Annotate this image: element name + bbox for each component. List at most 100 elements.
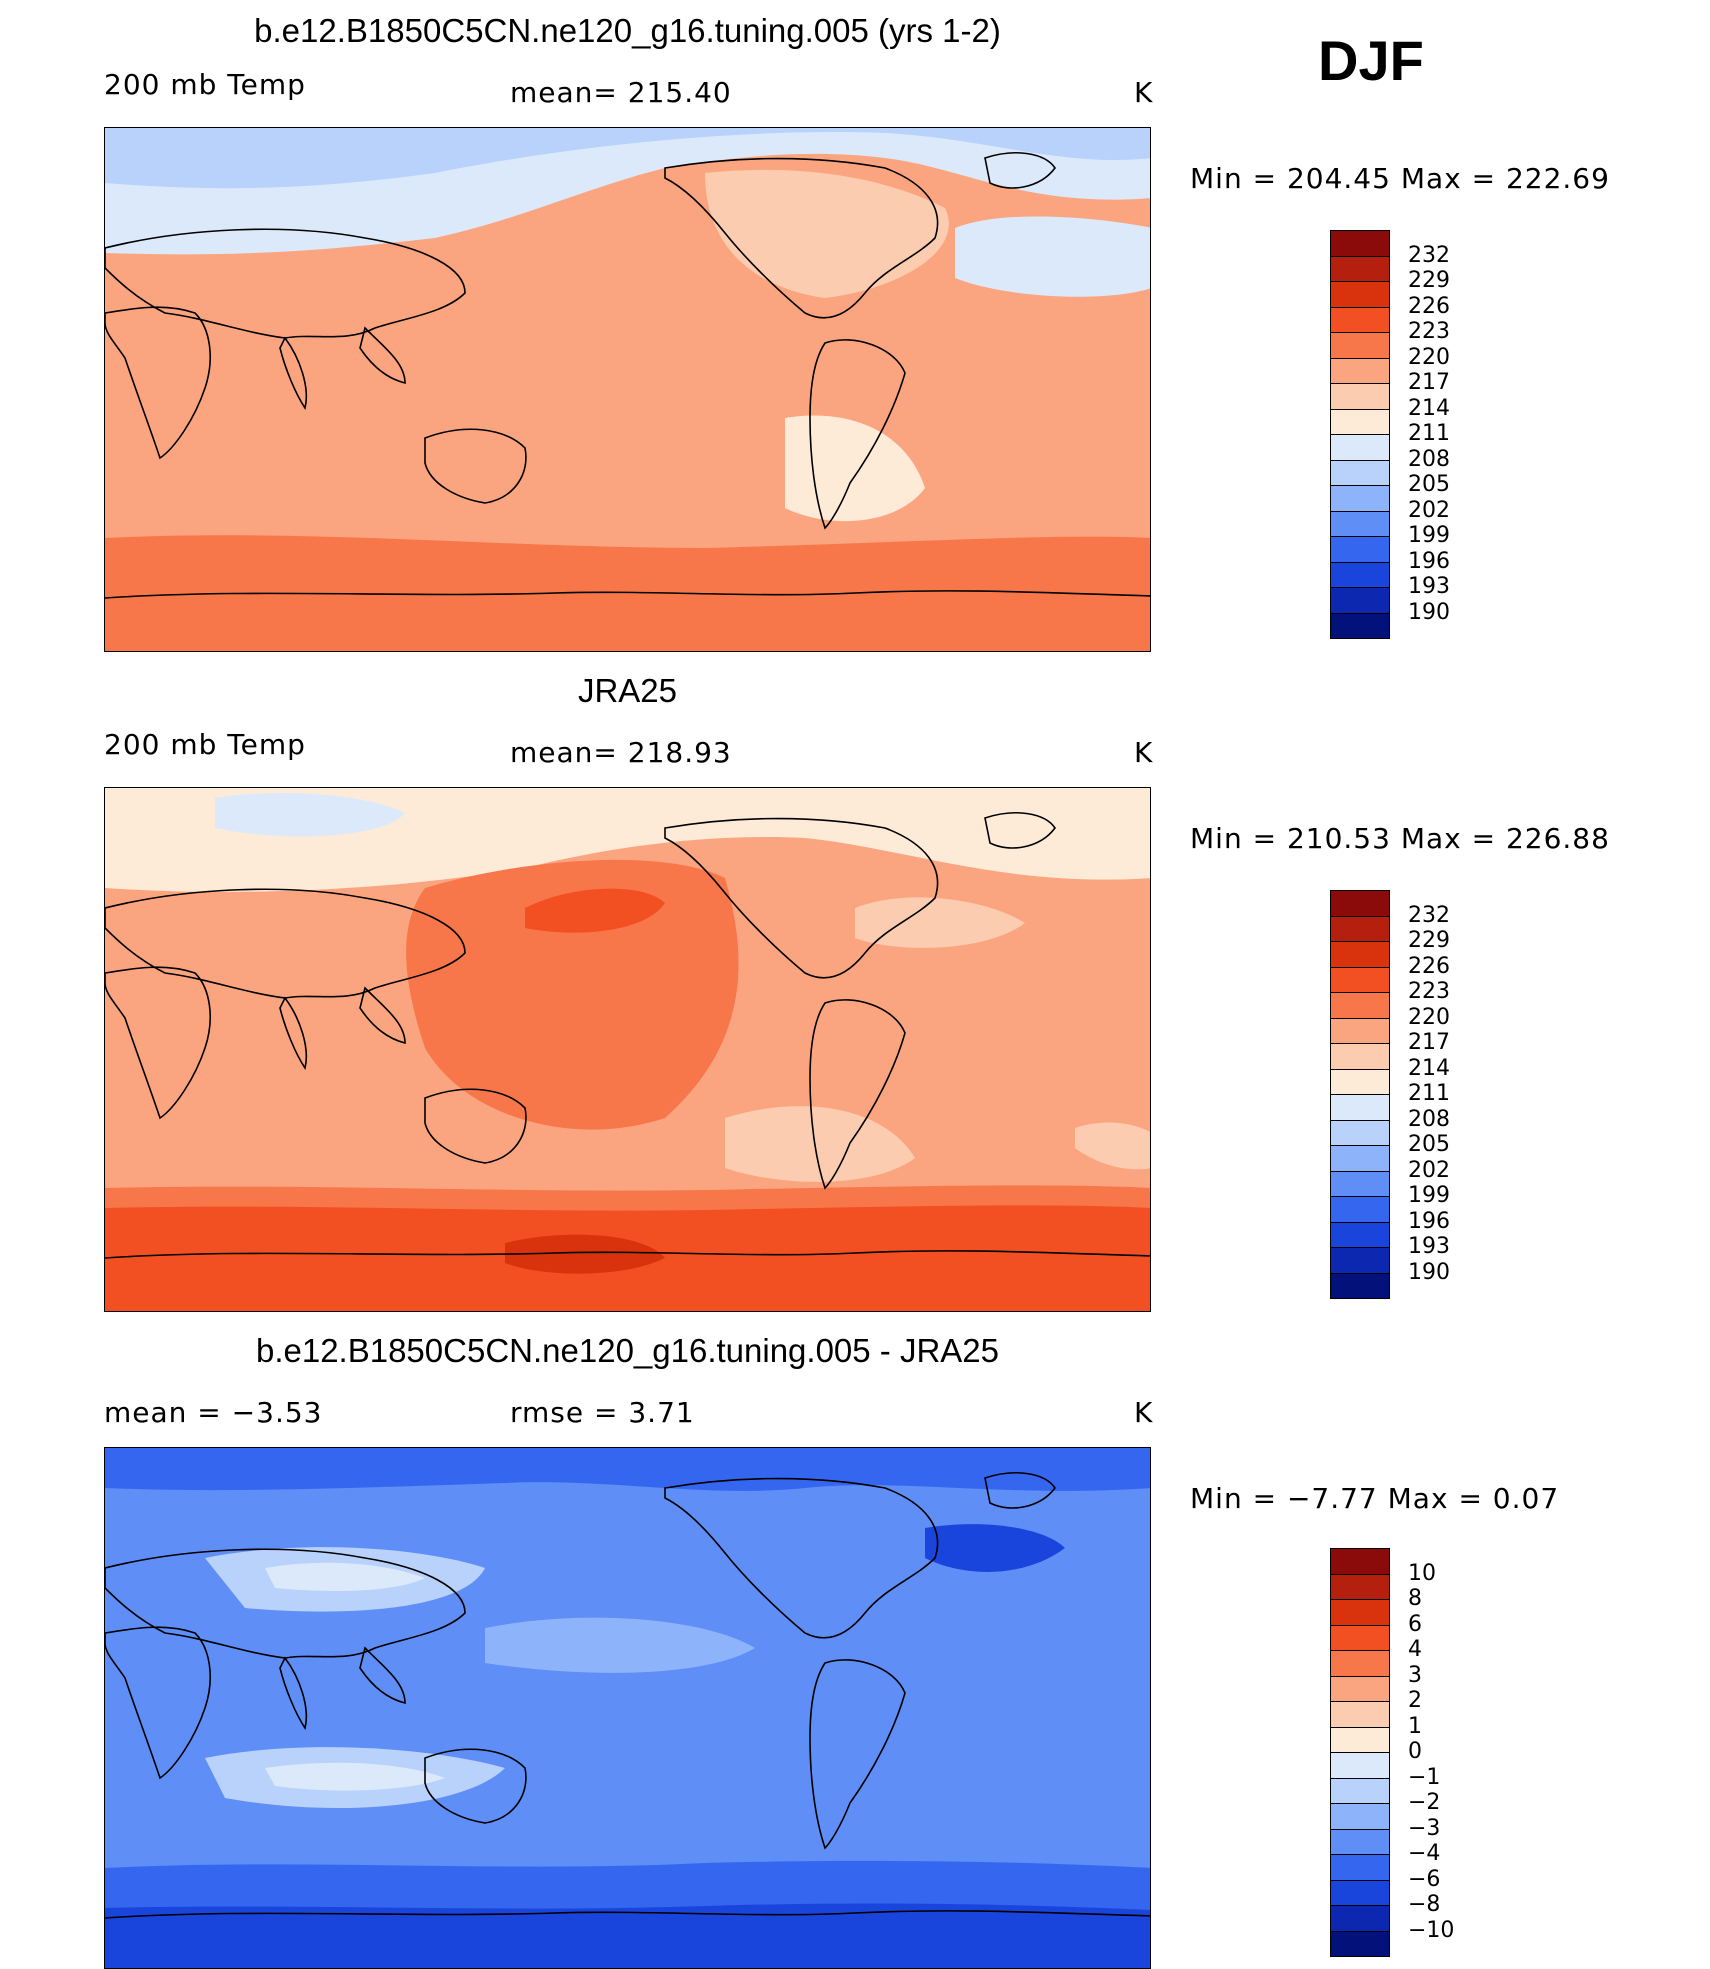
panel3-colorbar-swatch [1330, 1599, 1390, 1626]
panel3-colorbar-tick-label: 0 [1408, 1739, 1422, 1764]
panel3-colorbar-tick-label: 6 [1408, 1611, 1422, 1637]
panel1-colorbar-tick-label: 226 [1408, 293, 1450, 319]
panel3-colorbar-swatch [1330, 1828, 1390, 1855]
panel3-field-antarctic [105, 1903, 1150, 1968]
panel2-colorbar-swatch [1330, 1196, 1390, 1223]
coastline-outline [105, 1250, 1150, 1259]
panel2-colorbar-tick-label: 232 [1408, 902, 1450, 928]
coastline-outline [809, 339, 906, 530]
panel3-colorbar-tick-label: 3 [1408, 1662, 1422, 1688]
coastline-outline [809, 1659, 906, 1850]
panel2-colorbar-swatch [1330, 915, 1390, 942]
panel2-title: JRA25 [577, 672, 678, 709]
panel1-colorbar-tick-label: 190 [1408, 599, 1450, 625]
coastline-outline [105, 1910, 1150, 1919]
panel3-colorbar-tick-label: −8 [1408, 1892, 1441, 1917]
coastline-outline [279, 336, 308, 410]
panel1-colorbar-tick-label: 196 [1408, 548, 1450, 574]
panel2-colorbar-tick-label: 220 [1408, 1004, 1450, 1030]
panel1-field-atlantic-cold [955, 216, 1150, 297]
panel1-colorbar-swatch [1330, 332, 1390, 359]
panel2-units: K [1134, 736, 1154, 769]
panel1-colorbar-tick-label: 205 [1408, 472, 1450, 497]
panel2-colorbar-tick-label: 217 [1408, 1030, 1450, 1055]
panel3-colorbar-swatch [1330, 1854, 1390, 1881]
coastlines-panel1 [105, 152, 1150, 599]
panel1-colorbar-swatch [1330, 357, 1390, 384]
panel3-units: K [1134, 1396, 1154, 1429]
panel3-colorbar-tick-label: 8 [1408, 1586, 1422, 1611]
panel3-colorbar-swatch [1330, 1726, 1390, 1753]
coastline-outline [664, 157, 939, 319]
panel3-colorbar-swatch [1330, 1650, 1390, 1677]
panel2-field-arctic [215, 793, 405, 837]
panel2-colorbar-tick-label: 199 [1408, 1183, 1450, 1208]
panel1-field-pacific [477, 216, 822, 530]
coastline-outline [359, 326, 406, 385]
panel1-colorbar-swatch [1330, 383, 1390, 410]
panel3-field-atlantic-cold [925, 1524, 1065, 1572]
panel3-rmse-label: rmse = 3.71 [510, 1396, 695, 1429]
panel3-title: b.e12.B1850C5CN.ne120_g16.tuning.005 - J… [255, 1332, 1000, 1369]
panel1-mean-label: mean= 215.40 [510, 76, 732, 109]
panel1-colorbar-swatch [1330, 536, 1390, 563]
panel1-colorbar-swatch [1330, 612, 1390, 639]
panel3-colorbar-swatch [1330, 1573, 1390, 1600]
panel1-colorbar-swatch [1330, 408, 1390, 435]
coastline-outline [984, 812, 1056, 849]
panel1-colorbar-swatch [1330, 281, 1390, 308]
panel3-colorbar-tick-label: −4 [1408, 1841, 1441, 1866]
coastline-outline [984, 152, 1056, 189]
coastline-outline [424, 1748, 527, 1824]
panel2-field-pacific-warm [406, 859, 739, 1130]
panel1-colorbar-tick-label: 232 [1408, 242, 1450, 268]
coastline-outline [105, 966, 211, 1120]
panel2-colorbar-swatch [1330, 890, 1390, 917]
panel2-colorbar-swatch [1330, 941, 1390, 968]
panel1-colorbar-tick-label: 193 [1408, 574, 1450, 599]
panel1-colorbar-swatch [1330, 434, 1390, 461]
panel2-colorbar-swatch [1330, 1119, 1390, 1146]
panel3-field-pacific [485, 1617, 755, 1673]
panel1-colorbar-swatch [1330, 485, 1390, 512]
panel2-colorbar-swatch [1330, 1145, 1390, 1172]
panel2-colorbar-tick-label: 223 [1408, 979, 1450, 1004]
panel3-colorbar-swatch [1330, 1752, 1390, 1779]
coastline-outline [664, 817, 939, 979]
coastline-outline [105, 1626, 211, 1780]
panel3-colorbar-tick-label: −1 [1408, 1764, 1441, 1790]
panel1-minmax: Min = 204.45 Max = 222.69 [1190, 162, 1610, 195]
coastline-outline [105, 306, 211, 460]
panel3-colorbar-tick-label: −10 [1408, 1917, 1455, 1943]
panel2-mean-label: mean= 218.93 [510, 736, 732, 769]
coastline-outline [279, 1656, 308, 1730]
panel1-field-south-pacific [785, 415, 925, 522]
panel1-colorbar-swatch [1330, 587, 1390, 614]
panel1-map [104, 127, 1151, 652]
panel2-colorbar-tick-label: 208 [1408, 1106, 1450, 1132]
panel3-colorbar-swatch [1330, 1803, 1390, 1830]
panel3-colorbar-swatch [1330, 1624, 1390, 1651]
panel2-colorbar-swatch [1330, 1247, 1390, 1274]
panel2-field-antarctic-core [505, 1234, 665, 1274]
panel2-colorbar-swatch [1330, 1272, 1390, 1299]
panel2-colorbar-swatch [1330, 966, 1390, 993]
panel3-colorbar-tick-label: 4 [1408, 1637, 1422, 1662]
panel3-field-asia-core [265, 1562, 425, 1591]
panel1-colorbar-swatch [1330, 306, 1390, 333]
panel2-colorbar-swatch [1330, 992, 1390, 1019]
panel3-colorbar-tick-label: 1 [1408, 1713, 1422, 1739]
panel1-colorbar-tick-label: 208 [1408, 446, 1450, 472]
panel2-colorbar-tick-label: 226 [1408, 953, 1450, 979]
panel1-colorbar-tick-label: 202 [1408, 497, 1450, 523]
panel2-minmax: Min = 210.53 Max = 226.88 [1190, 822, 1610, 855]
panel1-colorbar-swatch [1330, 459, 1390, 486]
panel1-field-na-west [705, 169, 949, 298]
panel3-colorbar-swatch [1330, 1930, 1390, 1957]
coastline-outline [105, 888, 466, 999]
coastline-outline [279, 996, 308, 1070]
panel1-units: K [1134, 76, 1154, 109]
panel3-colorbar-tick-label: 2 [1408, 1688, 1422, 1713]
panel2-colorbar-tick-label: 229 [1408, 928, 1450, 953]
panel2-colorbar-tick-label: 196 [1408, 1208, 1450, 1234]
